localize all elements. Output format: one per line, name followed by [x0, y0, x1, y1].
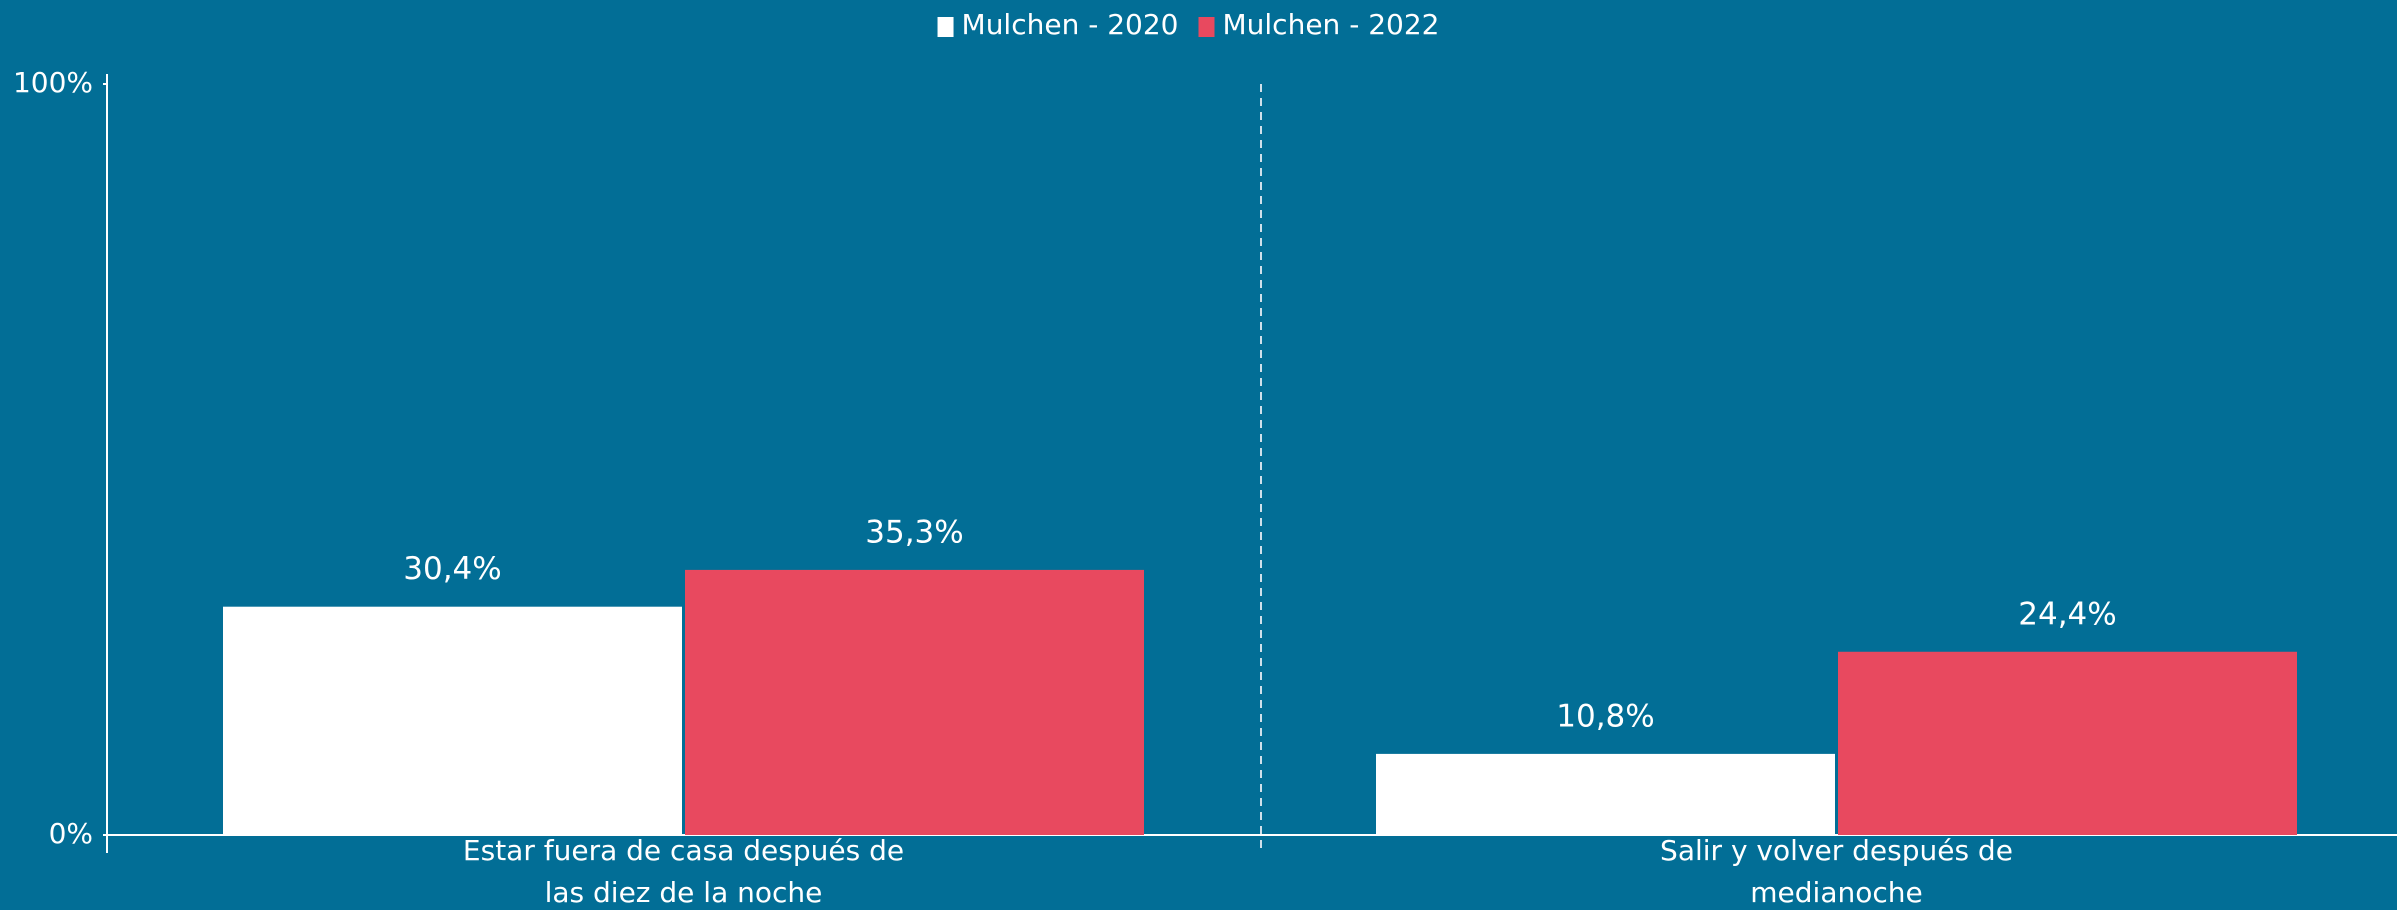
legend-item: Mulchen - 2020	[937, 8, 1179, 41]
bar	[223, 606, 682, 835]
x-tick-label: Estar fuera de casa después de	[463, 834, 904, 867]
legend-swatch	[937, 17, 954, 37]
value-label: 30,4%	[403, 551, 501, 587]
value-label: 24,4%	[2018, 596, 2116, 632]
legend-item: Mulchen - 2022	[1198, 8, 1440, 41]
x-tick-label: medianoche	[1750, 876, 1922, 909]
legend-label: Mulchen - 2020	[962, 8, 1179, 41]
value-label: 10,8%	[1556, 698, 1654, 734]
value-label: 35,3%	[865, 514, 963, 550]
bar	[685, 569, 1144, 835]
x-tick-label: Salir y volver después de	[1660, 834, 2013, 867]
legend-swatch	[1198, 17, 1215, 37]
bar	[1838, 651, 2297, 835]
x-tick-label: las diez de la noche	[545, 876, 823, 909]
y-tick-label: 0%	[49, 817, 93, 850]
bar	[1376, 753, 1835, 835]
legend-label: Mulchen - 2022	[1223, 8, 1440, 41]
y-tick-label: 100%	[13, 66, 93, 99]
